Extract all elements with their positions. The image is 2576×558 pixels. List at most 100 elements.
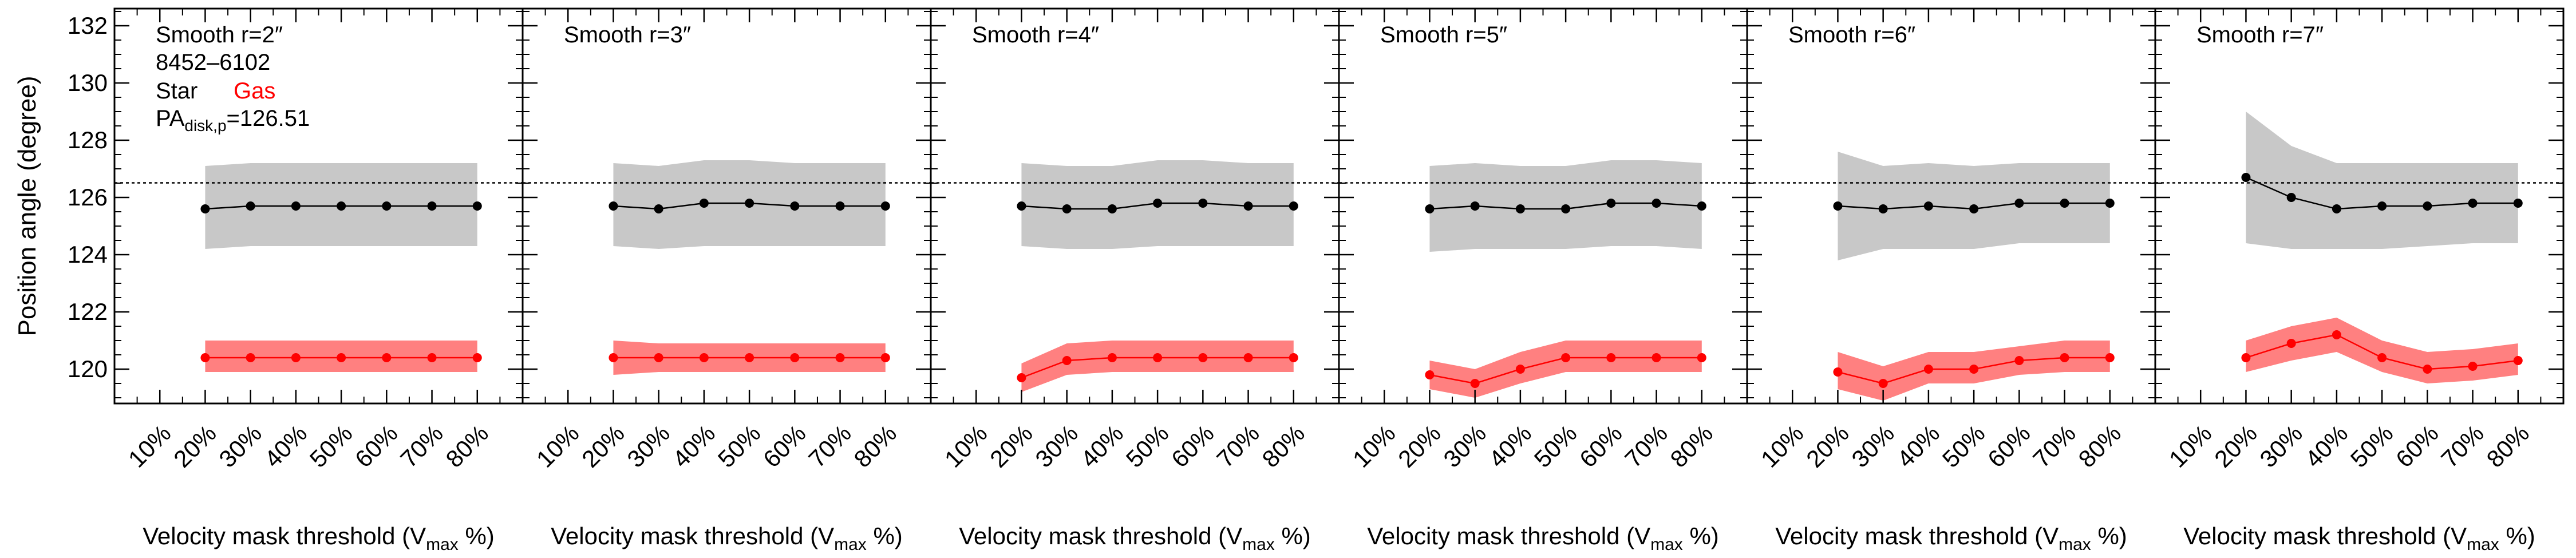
x-axis-label-main: Velocity mask threshold (V [551,523,834,549]
x-tick-label: 10% [939,420,993,473]
gas-point [472,353,482,362]
x-tick-label: 40% [667,420,721,473]
x-axis-label: Velocity mask threshold (Vmax %) [1367,523,1719,554]
star-point [2060,199,2069,208]
gas-point [1153,353,1163,362]
x-axis-label-unit: %) [867,523,903,549]
y-tick-label: 126 [68,184,108,211]
panel-title: Smooth r=3″ [564,22,691,48]
gas-point [1561,353,1571,362]
star-point [2014,199,2024,208]
star-point [609,201,618,211]
star-point [835,201,845,211]
pa-label-main: PA [156,106,185,131]
x-tick-label: 20% [168,420,222,473]
x-axis-label-unit: %) [1275,523,1311,549]
x-tick-label: 80% [1257,420,1310,473]
x-axis-label-unit: %) [1683,523,1719,549]
x-tick-label: 80% [848,420,902,473]
x-tick-label: 50% [305,420,358,473]
gas-point [1470,379,1480,388]
x-tick-label: 10% [1756,420,1809,473]
x-tick-label: 40% [1076,420,1129,473]
gas-point [2423,365,2432,374]
star-point [246,201,255,211]
star-point [1515,204,1525,213]
x-tick-label: 80% [1665,420,1718,473]
gas-point [1878,379,1888,388]
star-point [2286,193,2296,202]
gas-point [2014,356,2024,365]
legend-gas: Gas [234,78,275,104]
x-tick-label: 30% [622,420,675,473]
gas-point [2377,353,2387,362]
x-axis-label-sub: max [2059,535,2091,554]
gas-point [246,353,255,362]
x-axis-label: Velocity mask threshold (Vmax %) [551,523,903,554]
x-axis-label-sub: max [834,535,867,554]
star-point [472,201,482,211]
star-point [2241,173,2251,182]
star-point [1198,199,1208,208]
y-tick-label: 124 [68,241,108,268]
panel-3: 10%20%30%40%50%60%70%80% Smooth r=4″ Veloc… [930,7,1340,554]
star-point [1697,201,1706,211]
panel-4: 10%20%30%40%50%60%70%80% Smooth r=5″ Veloc… [1338,7,1748,554]
star-point [745,199,754,208]
gas-point [1425,370,1435,379]
star-point [200,204,210,213]
y-tick-label: 128 [68,126,108,153]
star-point [880,201,890,211]
star-point [1606,199,1616,208]
legend-star: Star [156,78,197,104]
star-point [1153,199,1163,208]
x-tick-label: 10% [531,420,584,473]
x-axis-label-unit: %) [2091,523,2127,549]
x-tick-label: 60% [1982,420,2036,473]
x-tick-label: 40% [2300,420,2353,473]
star-point [1833,201,1843,211]
star-point [1107,204,1117,213]
x-tick-label: 70% [395,420,448,473]
gas-point [1652,353,1661,362]
y-tick-label: 120 [68,355,108,382]
star-point [790,201,800,211]
panel-title: Smooth r=4″ [972,22,1099,48]
x-tick-label: 50% [713,420,766,473]
x-axis-label-sub: max [1650,535,1683,554]
x-axis-label: Velocity mask threshold (Vmax %) [959,523,1311,554]
x-tick-label: 20% [985,420,1038,473]
gas-point [2286,339,2296,348]
panel-title: Smooth r=6″ [1788,22,1915,48]
x-tick-label: 60% [2391,420,2444,473]
star-point [1062,204,1072,213]
panel-2: 10%20%30%40%50%60%70%80% Smooth r=3″ Veloc… [521,7,932,554]
star-point [1243,201,1253,211]
star-error-band [2246,112,2518,249]
y-tick-label: 132 [68,12,108,39]
star-point [427,201,437,211]
x-axis-label: Velocity mask threshold (Vmax %) [143,523,495,554]
y-tick-label: 130 [68,69,108,96]
x-axis-label: Velocity mask threshold (Vmax %) [2183,523,2535,554]
x-tick-label: 10% [123,420,176,473]
gas-point [1107,353,1117,362]
gas-point [790,353,800,362]
gas-error-band [1021,341,1294,392]
pa-label-sub: disk,p [184,117,226,134]
x-tick-label: 20% [1393,420,1446,473]
gas-point [2060,353,2069,362]
gas-point [1017,373,1026,382]
x-axis-label-main: Velocity mask threshold (V [2183,523,2467,549]
x-tick-label: 70% [2028,420,2081,473]
x-tick-label: 70% [1619,420,1673,473]
panel-title: Smooth r=7″ [2196,22,2324,48]
gas-error-band [2246,318,2518,383]
gas-point [427,353,437,362]
gas-point [1923,365,1933,374]
star-point [1878,204,1888,213]
star-point [1289,201,1298,211]
x-axis-label-unit: %) [2499,523,2535,549]
star-point [1969,204,1979,213]
